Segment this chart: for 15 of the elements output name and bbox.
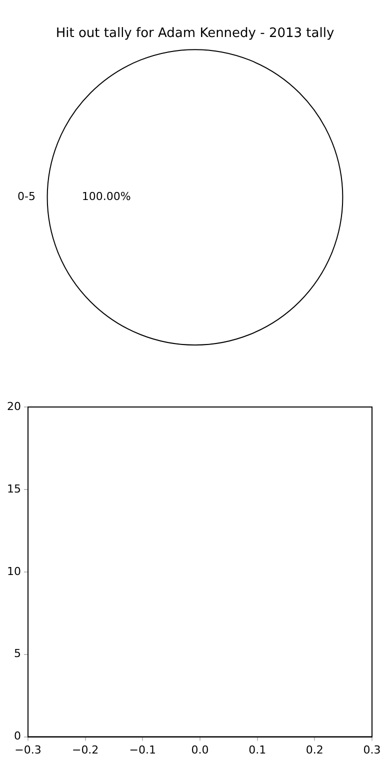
y-tick-label: 15: [6, 482, 21, 496]
y-tick-label: 20: [6, 400, 21, 413]
chart-title: Hit out tally for Adam Kennedy - 2013 tally: [56, 26, 334, 42]
x-tick-label: −0.1: [129, 743, 156, 756]
data-label: 100.00%: [82, 190, 131, 204]
x-tick-label: −0.3: [14, 743, 42, 756]
x-tick-label: 0.1: [248, 743, 266, 756]
x-tick-label: −0.2: [72, 743, 99, 756]
x-tick-label: 0.2: [306, 743, 324, 756]
y-tick-label: 10: [6, 564, 21, 578]
x-tick-label: 0.3: [363, 743, 381, 756]
y-tick-label: 5: [14, 647, 21, 660]
slice-label: 0-5: [18, 190, 36, 204]
y-tick-label: 0: [14, 730, 21, 743]
x-tick-label: 0.0: [191, 743, 209, 756]
